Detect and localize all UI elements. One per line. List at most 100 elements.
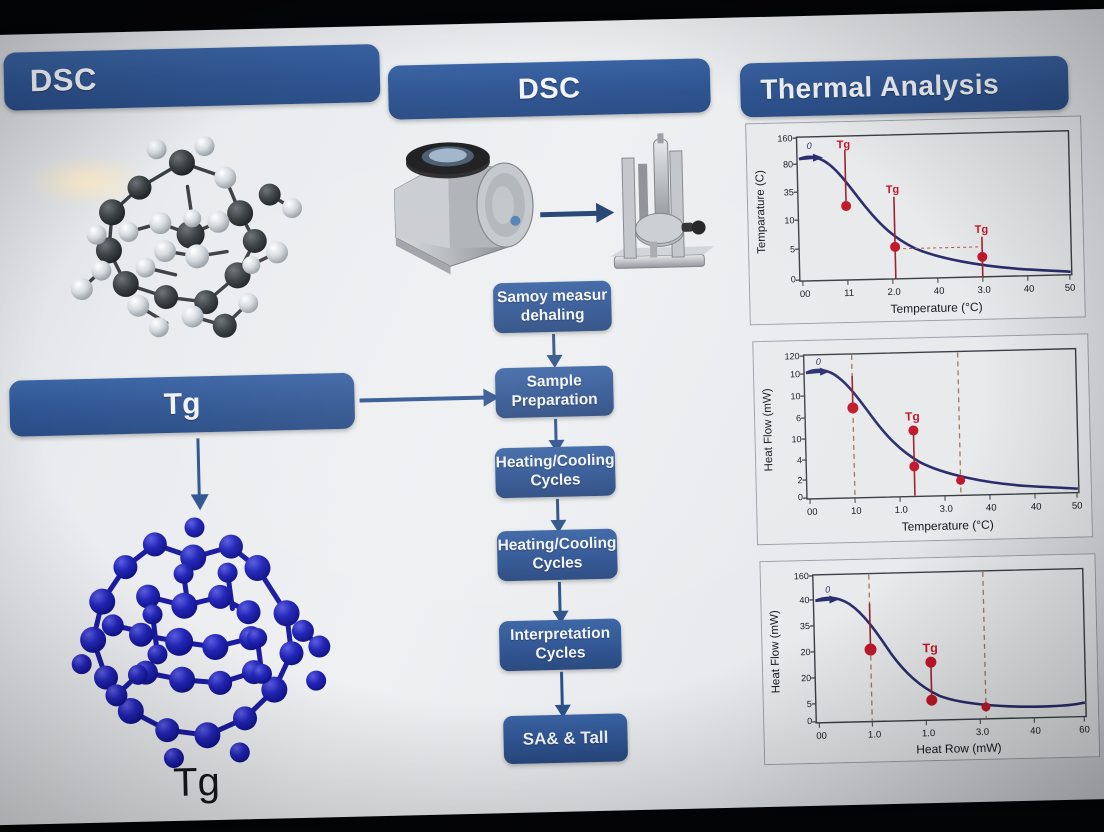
flow-step-4: Heating/Cooling Cycles <box>496 528 618 582</box>
chart2-xtick-6: 50 <box>1072 501 1083 512</box>
chart3-xtick-5: 60 <box>1079 724 1090 735</box>
chart3-xtick-1: 1.0 <box>868 729 881 740</box>
chart3-marker-3 <box>926 694 938 706</box>
chart1-zero-annotation: 0 <box>807 141 812 151</box>
chart-2: 120 10 10 6 10 4 2 0 <box>752 333 1093 546</box>
chart2-ytick-3: 6 <box>796 413 801 423</box>
chart2-dashed-2 <box>956 352 962 495</box>
slide-surface: DSC DSC Thermal Analysis <box>0 8 1104 826</box>
chart2-xtick-2: 1.0 <box>895 505 908 516</box>
flow-connector-1 <box>552 333 556 356</box>
chart3-xtick-3: 3.0 <box>976 727 989 738</box>
chart2-ytick-6: 2 <box>797 475 802 485</box>
chart1-ytick-3: 10 <box>784 215 794 225</box>
flow-step-1-label: Samoy measur dehaling <box>496 286 608 325</box>
chart2-dashed-1 <box>850 354 856 497</box>
flow-step-5-label: Interpretation Cycles <box>509 624 611 663</box>
chart1-marker-3 <box>977 251 988 262</box>
chart1-ytick-2: 35 <box>784 187 794 197</box>
chart1-xtick-5: 40 <box>1024 284 1035 295</box>
tg-pill-label: Tg <box>163 387 201 422</box>
chart1-xlabel: Temperature (°C) <box>890 300 982 316</box>
flow-step-3-label: Heating/Cooling Cycles <box>495 451 615 490</box>
chart2-marker-3 <box>909 461 920 472</box>
chart3-ytick-5: 5 <box>807 699 812 709</box>
arrow-right-icon <box>359 395 488 403</box>
chart1-ytick-5: 0 <box>791 274 796 284</box>
header-thermal-analysis-label: Thermal Analysis <box>759 68 1000 105</box>
header-dsc-left-label: DSC <box>29 61 98 99</box>
flow-connector-3 <box>555 498 560 521</box>
chart2-xtick-1: 10 <box>851 506 862 517</box>
chart2-xtick-3: 3.0 <box>940 504 953 515</box>
chart3-zero-annotation: 0 <box>825 584 830 594</box>
flow-step-2: Sample Preparation <box>494 365 614 419</box>
chart1-tg-label-2: Tg <box>886 184 900 196</box>
chart1-xtick-0: 00 <box>800 289 811 300</box>
chart1-marker-1 <box>841 201 852 212</box>
chart2-xtick-5: 40 <box>1031 501 1042 512</box>
chart3-xtick-0: 00 <box>816 731 827 742</box>
grey-molecule-model <box>70 136 303 338</box>
chart2-ytick-0: 120 <box>784 351 799 361</box>
chart3-marker-4 <box>981 702 991 712</box>
chart2-zero-annotation: 0 <box>816 357 821 367</box>
header-dsc-left: DSC <box>3 43 381 111</box>
chart1-xtick-1: 11 <box>844 288 854 299</box>
tg-bottom-caption: Tg <box>172 759 221 806</box>
chart3-dashed-2 <box>982 571 987 718</box>
chart2-xtick-0: 00 <box>807 507 818 518</box>
chart1-ytick-0: 160 <box>777 133 792 143</box>
chart2-ytick-5: 4 <box>797 455 802 465</box>
header-dsc-middle: DSC <box>387 58 711 120</box>
chart1-xtick-6: 50 <box>1065 283 1076 294</box>
flow-step-1: Samoy measur dehaling <box>492 280 612 334</box>
flow-step-4-label: Heating/Cooling Cycles <box>497 534 617 573</box>
chart1-tg-label-3: Tg <box>975 224 989 236</box>
arrow-down-icon <box>196 438 201 501</box>
chart2-xlabel: Temperature (°C) <box>901 518 993 534</box>
chart3-ytick-0: 160 <box>794 571 809 581</box>
chart3-marker-2 <box>925 656 937 668</box>
chart3-ytick-6: 0 <box>807 716 812 726</box>
chart2-ylabel: Heat Flow (mW) <box>761 388 775 471</box>
flow-connector-5 <box>560 671 564 706</box>
chart3-xlabel: Heat Row (mW) <box>916 741 1002 757</box>
flow-step-6: SA& & Tall <box>503 713 629 765</box>
header-dsc-middle-label: DSC <box>517 71 581 106</box>
chart2-ytick-2: 10 <box>790 391 800 401</box>
chart2-tg-label: Tg <box>905 409 920 423</box>
chart1-ylabel: Temparature (C) <box>754 170 768 254</box>
chart1-marker-2 <box>890 241 901 252</box>
chart1-xtick-3: 40 <box>934 286 945 297</box>
chart1-xtick-4: 3.0 <box>977 285 990 296</box>
chart1-ytick-1: 80 <box>783 159 793 169</box>
flow-step-2-label: Sample Preparation <box>511 372 598 410</box>
flow-step-3: Heating/Cooling Cycles <box>494 445 616 499</box>
flow-step-5: Interpretation Cycles <box>498 618 622 672</box>
chart2-ytick-1: 10 <box>790 369 800 379</box>
flow-connector-4 <box>557 581 562 612</box>
header-thermal-analysis: Thermal Analysis <box>739 55 1069 118</box>
chart1-curve <box>798 155 1071 274</box>
chart2-marker-1 <box>847 402 859 414</box>
flow-step-6-label: SA& & Tall <box>522 727 609 749</box>
flow-connector-2 <box>554 418 558 441</box>
chart1-ytick-4: 5 <box>790 244 795 254</box>
chart2-xtick-4: 40 <box>986 503 997 514</box>
chart3-xtick-4: 40 <box>1030 726 1041 737</box>
chart3-tg-label: Tg <box>922 641 938 655</box>
chart3-ytick-3: 20 <box>800 647 810 657</box>
chart2-marker-4 <box>956 475 966 485</box>
chart2-ytick-4: 10 <box>791 434 801 444</box>
chart1-tg-label-1: Tg <box>837 139 851 151</box>
chart1-xtick-2: 2.0 <box>887 287 900 298</box>
chart2-marker-2 <box>908 425 919 436</box>
chart-3: 160 40 35 20 20 5 0 <box>759 553 1101 766</box>
chart2-ytick-7: 0 <box>798 492 803 502</box>
chart3-curve <box>814 596 1086 708</box>
blue-molecule-model <box>71 517 331 769</box>
dsc-instrument-photos <box>394 133 715 275</box>
